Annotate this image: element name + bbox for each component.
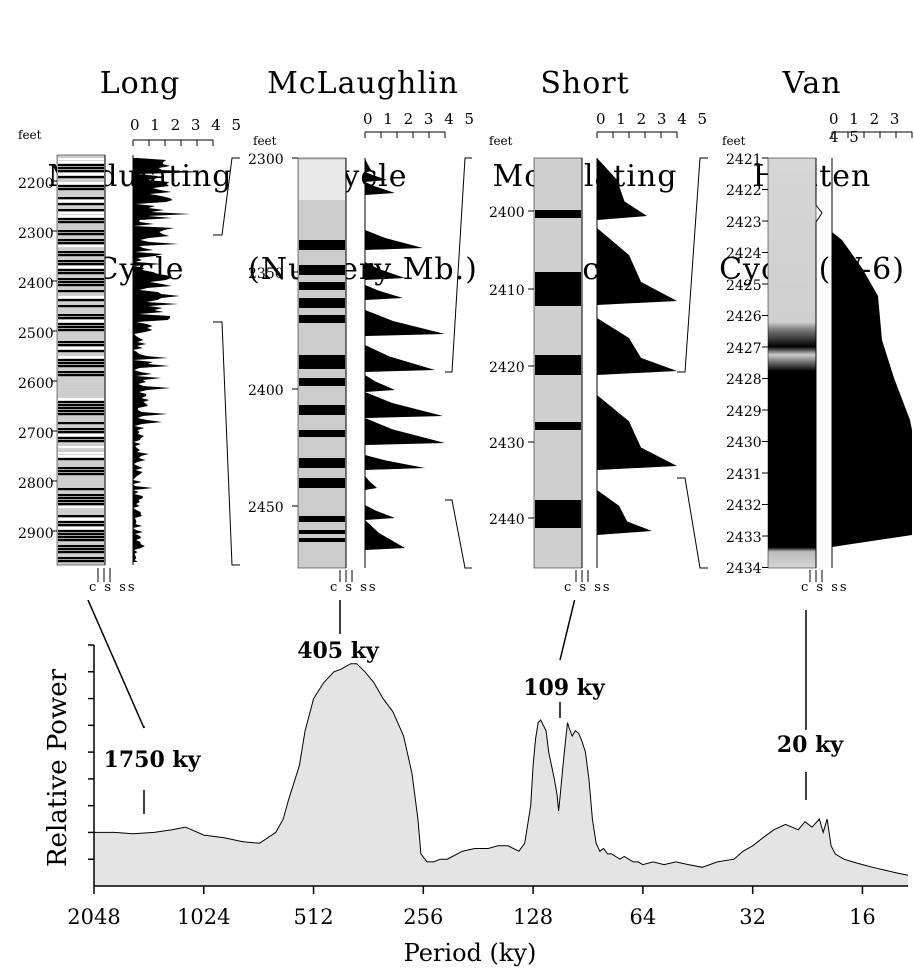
power-scale-label: 0 1 2 3 4 5 [130,116,245,134]
y-axis-label: Relative Power [43,668,73,867]
y-axis-ticks [88,644,94,860]
depth-tick: 2440 [489,512,525,528]
power-profile [365,158,445,550]
depth-tick: 2434 [726,561,762,577]
x-axis-label: Period (ky) [404,939,537,967]
power-profile [597,158,677,535]
x-tick-label: 256 [403,905,443,929]
power-spectrum-chart: 2048 1024 512 256 128 64 32 16 Period (ky) Rela… [43,600,909,967]
depth-tick: 2410 [489,283,525,299]
depth-tick: 2700 [18,426,54,442]
connector-1750 [87,600,145,814]
lithology-ticks [339,570,353,582]
depth-tick: 2400 [18,276,54,292]
x-tick-label: 1024 [177,905,230,929]
depth-tick: 2425 [726,278,762,294]
peak-label-405: 405 ky [297,638,380,664]
power-scale-label: 0 1 2 3 4 5 [596,110,711,128]
zoom-connectors [213,157,708,569]
lithology-labels: c s ss [89,580,137,595]
peak-label-109: 109 ky [523,675,606,701]
spectrum-line [94,663,909,876]
x-tick-label: 2048 [67,905,120,929]
depth-tick: 2350 [248,266,284,282]
lithology-column [767,157,817,569]
depth-tick: 2430 [726,435,762,451]
depth-tick: 2429 [726,404,762,420]
lithology-labels: c s ss [801,580,849,595]
x-tick-label: 64 [630,905,657,929]
lithology-ticks [809,570,823,582]
depth-unit-label: feet [489,134,513,148]
spectrum-area [94,663,909,886]
depth-unit-label: feet [253,134,277,148]
depth-tick: 2421 [726,152,762,168]
lithology-ticks [575,570,589,582]
depth-tick: 2432 [726,498,762,514]
panel-title-short-modulating: Short Modulating Cycle [492,66,678,287]
lithology-labels: c s ss [564,580,612,595]
x-tick-label: 128 [513,905,553,929]
depth-tick: 2420 [489,360,525,376]
depth-tick: 2422 [726,183,762,199]
depth-tick: 2500 [18,326,54,342]
depth-tick: 2423 [726,215,762,231]
depth-tick: 2300 [248,152,284,168]
depth-tick: 2426 [726,309,762,325]
x-tick-label: 512 [294,905,334,929]
depth-tick: 2600 [18,376,54,392]
lithology-bands [535,210,581,528]
x-tick-label: 16 [849,905,876,929]
depth-unit-label: feet [18,128,42,142]
core-logs [51,131,913,582]
peak-label-20: 20 ky [777,732,845,758]
lithology-ticks [97,568,111,582]
spectrum-fill [94,663,908,886]
power-profile [133,158,204,562]
power-profile [832,232,912,547]
lithology-bands [58,158,104,563]
depth-tick: 2424 [726,246,762,262]
depth-tick: 2431 [726,467,762,483]
depth-tick: 2900 [18,526,54,542]
depth-tick: 2300 [18,226,54,242]
depth-tick: 2200 [18,176,54,192]
depth-tick: 2400 [489,205,525,221]
lithology-labels: c s ss [330,580,378,595]
peak-label-1750: 1750 ky [104,747,202,773]
x-axis-ticks [93,886,864,894]
depth-tick: 2428 [726,372,762,388]
depth-unit-label: feet [722,134,746,148]
x-tick-labels: 2048 1024 512 256 128 64 32 16 [67,905,876,929]
x-tick-label: 32 [739,905,766,929]
depth-tick: 2427 [726,341,762,357]
depth-tick: 2400 [248,383,284,399]
depth-tick: 2450 [248,500,284,516]
lithology-bands [299,160,345,542]
depth-tick: 2800 [18,476,54,492]
depth-tick: 2430 [489,436,525,452]
connector-109 [559,600,576,718]
depth-tick: 2433 [726,530,762,546]
power-scale-label: 0 1 2 3 4 5 [363,110,478,128]
